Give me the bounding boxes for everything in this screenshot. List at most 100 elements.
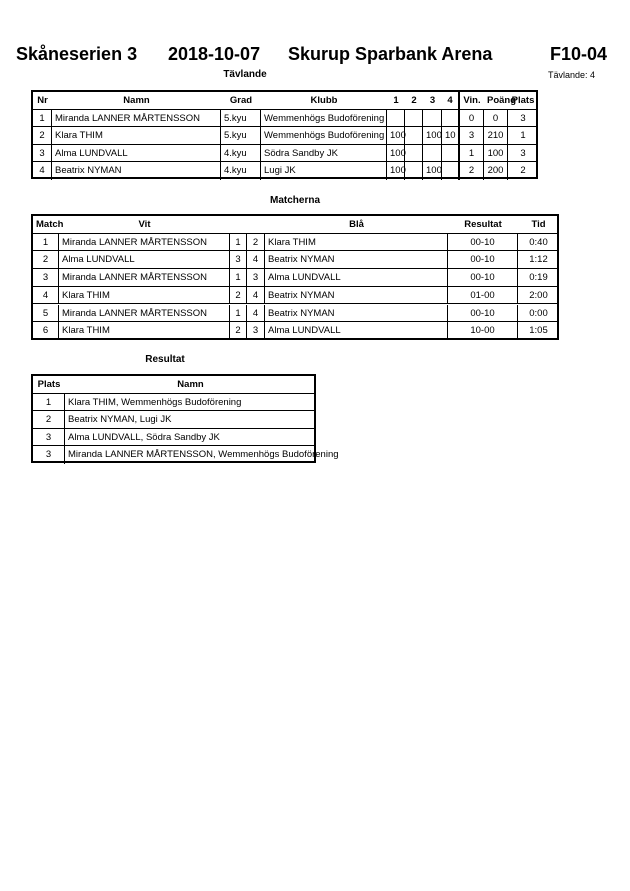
table-cell: 00-10 xyxy=(448,269,518,287)
table-cell: Beatrix NYMAN xyxy=(52,162,221,180)
table-cell: 2 xyxy=(33,251,59,270)
table-cell: 1:05 xyxy=(529,325,548,337)
table-cell: Södra Sandby JK xyxy=(261,144,387,163)
table-cell: 100 xyxy=(387,162,406,180)
column-header: 1 xyxy=(387,92,405,110)
column-header: Vit xyxy=(59,216,230,234)
column-header xyxy=(230,216,247,234)
table-cell: 2 xyxy=(247,233,265,252)
table-cell: Beatrix NYMAN, Lugi JK xyxy=(65,411,316,429)
table-cell: Wemmenhögs Budoförening xyxy=(261,127,387,145)
table-cell: 3 xyxy=(508,110,538,128)
table-cell: Alma LUNDVALL, Södra Sandby JK xyxy=(65,429,316,447)
column-header: Klubb xyxy=(261,92,387,110)
table-cell: Beatrix NYMAN xyxy=(265,304,448,323)
table-cell: 01-00 xyxy=(448,286,518,305)
table-cell: 4.kyu xyxy=(221,144,261,163)
competitors-table: Nr Namn Grad Klubb 1 2 3 4 Vin. Poäng Plats 1 Mirand… xyxy=(31,90,538,180)
column-header: Namn xyxy=(65,376,316,394)
matches-table: Match Vit Blå Resultat Tid 1 Miranda LANNER MÅ… xyxy=(31,214,559,340)
table-cell: 3 xyxy=(33,446,65,464)
table-cell: Beatrix NYMAN xyxy=(265,251,448,270)
table-cell: 4 xyxy=(33,286,59,305)
table-cell: 2 xyxy=(230,286,247,305)
column-header: Namn xyxy=(52,92,221,110)
table-cell: Alma LUNDVALL xyxy=(265,269,448,287)
table-cell: Alma LUNDVALL xyxy=(265,322,448,340)
table-cell: 100 xyxy=(423,162,442,180)
table-cell: 1 xyxy=(460,144,484,163)
table-cell: 00-10 xyxy=(448,251,518,270)
table-cell xyxy=(405,127,423,145)
table-cell: Lugi JK xyxy=(261,162,387,180)
column-header: 3 xyxy=(423,92,442,110)
competitors-count: Tävlande: 4 xyxy=(548,70,596,80)
table-cell: 100 xyxy=(423,127,442,145)
table-cell: 3 xyxy=(33,269,59,287)
column-header: 2 xyxy=(405,92,423,110)
table-cell xyxy=(442,109,460,128)
table-cell: 1 xyxy=(230,269,247,287)
table-cell: 3 xyxy=(33,144,52,163)
column-header: Blå xyxy=(265,216,448,234)
table-cell: 3 xyxy=(33,428,65,447)
table-cell: Miranda LANNER MÅRTENSSON, Wemmenhögs Bu… xyxy=(68,449,339,461)
table-cell: Klara THIM, Wemmenhögs Budoförening xyxy=(65,394,316,412)
table-cell: Klara THIM xyxy=(52,127,221,145)
table-cell: 210 xyxy=(484,127,508,145)
table-cell xyxy=(423,144,442,163)
table-cell: 4 xyxy=(247,304,265,323)
table-cell: 10 xyxy=(442,127,460,145)
table-cell: 4 xyxy=(247,251,265,270)
table-cell: 2 xyxy=(460,162,484,180)
column-header: Grad xyxy=(221,92,261,110)
table-cell: 1 xyxy=(508,127,538,145)
table-cell: 100 xyxy=(484,144,508,163)
table-cell xyxy=(442,162,460,180)
table-cell xyxy=(405,162,423,180)
table-cell: 5.kyu xyxy=(221,109,261,128)
table-cell: 4 xyxy=(247,286,265,305)
table-cell xyxy=(423,109,442,128)
column-header xyxy=(247,216,265,234)
table-cell: 1 xyxy=(33,393,65,412)
table-cell: 3 xyxy=(230,251,247,270)
table-cell: Miranda LANNER MÅRTENSSON xyxy=(59,269,230,287)
table-cell: 3 xyxy=(460,127,484,145)
matches-heading: Matcherna xyxy=(269,195,320,206)
table-cell: 100 xyxy=(387,144,406,163)
table-cell: Miranda LANNER MÅRTENSSON xyxy=(59,233,230,252)
table-cell: 100 xyxy=(387,127,406,145)
group-code: F10-04 xyxy=(550,44,608,64)
table-cell: 1 xyxy=(33,233,59,252)
results-table: Plats Namn 1 Klara THIM, Wemmenhögs Budoför… xyxy=(31,374,339,464)
table-cell: 4 xyxy=(33,162,52,180)
competitors-heading: Tävlande xyxy=(223,69,267,80)
table-cell: Alma LUNDVALL xyxy=(52,144,221,163)
column-header: Tid xyxy=(518,216,559,234)
table-cell xyxy=(405,109,423,128)
table-cell: 5.kyu xyxy=(221,127,261,145)
competition-date: 2018-10-07 xyxy=(168,44,261,64)
table-cell: 4.kyu xyxy=(221,162,261,180)
column-header: Resultat xyxy=(448,216,518,234)
table-cell: 200 xyxy=(484,162,508,180)
table-cell xyxy=(387,109,405,128)
table-cell: 3 xyxy=(247,269,265,287)
table-cell: 1 xyxy=(230,233,247,252)
table-cell: 3 xyxy=(508,145,538,163)
table-cell: Klara THIM xyxy=(59,322,230,340)
table-cell: Klara THIM xyxy=(59,286,230,305)
table-cell: 0 xyxy=(460,109,484,128)
table-cell: 0 xyxy=(484,109,508,128)
series-name: Skåneserien 3 xyxy=(16,44,138,64)
table-cell: 2 xyxy=(230,322,247,340)
table-cell: 10-00 xyxy=(448,322,518,340)
column-header: Vin. xyxy=(460,92,484,110)
column-header: 4 xyxy=(442,92,460,110)
column-header: Nr xyxy=(33,92,52,110)
table-cell: 6 xyxy=(33,322,59,340)
table-cell: Miranda LANNER MÅRTENSSON xyxy=(52,109,221,128)
table-cell: 0:40 xyxy=(518,234,559,252)
table-cell: 3 xyxy=(247,322,265,340)
